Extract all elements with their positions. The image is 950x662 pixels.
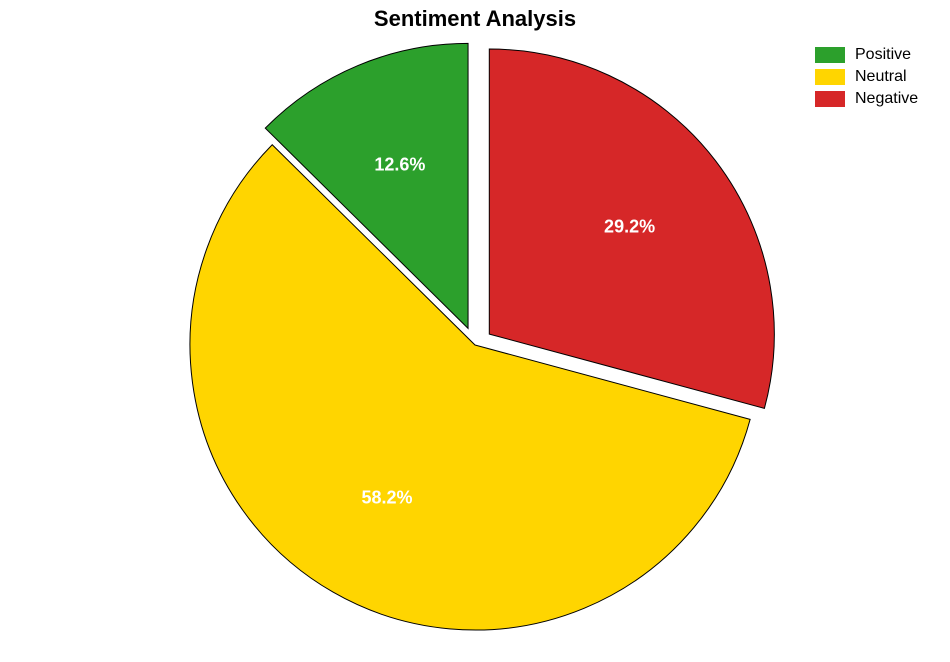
chart-container: Sentiment Analysis Positive Neutral Negati… (0, 0, 950, 662)
legend-swatch (815, 47, 845, 63)
legend-item: Neutral (815, 68, 918, 86)
slice-label: 58.2% (361, 488, 412, 509)
legend-swatch (815, 91, 845, 107)
legend-label: Negative (855, 90, 918, 108)
legend-item: Negative (815, 90, 918, 108)
pie-svg (170, 40, 780, 650)
legend: Positive Neutral Negative (815, 46, 918, 112)
pie-chart: 29.2% 58.2% 12.6% (170, 40, 780, 650)
legend-item: Positive (815, 46, 918, 64)
slice-label: 29.2% (604, 216, 655, 237)
legend-label: Neutral (855, 68, 907, 86)
legend-label: Positive (855, 46, 911, 64)
legend-swatch (815, 69, 845, 85)
chart-title: Sentiment Analysis (0, 6, 950, 32)
slice-label: 12.6% (374, 155, 425, 176)
